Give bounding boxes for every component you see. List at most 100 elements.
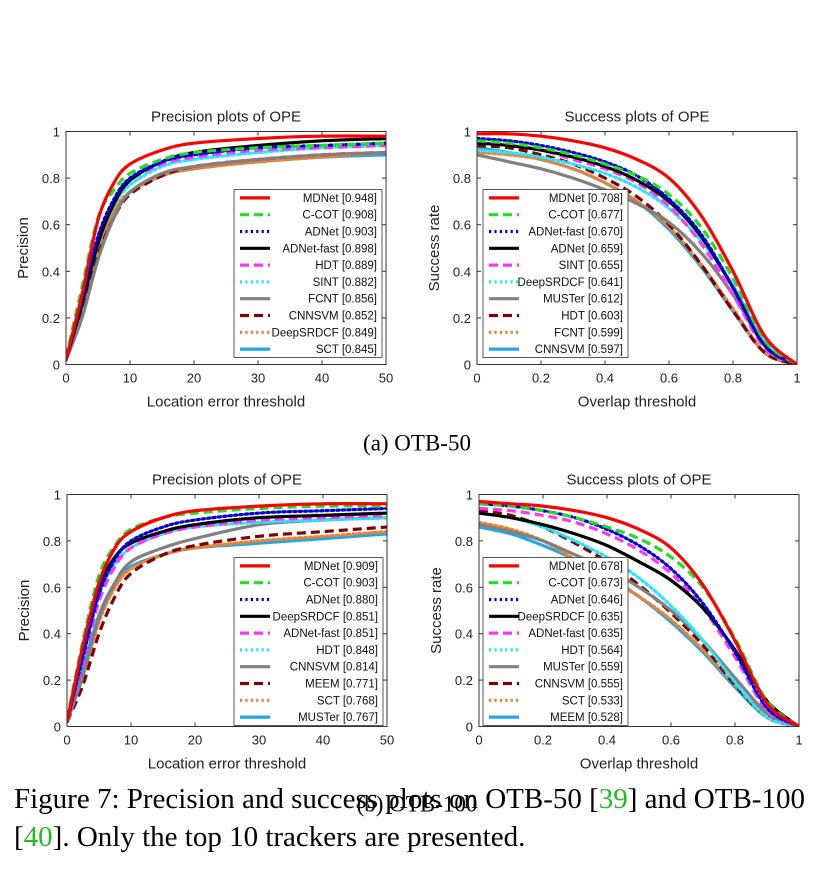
x-tick-label: 50 [379,371,393,386]
figure-caption: Figure 7: Precision and success plots on… [14,780,824,856]
legend-entry: ADNet [0.646] [551,595,623,607]
legend: MDNet [0.948] C-COT [0.908] ADNet [0.903] A… [233,189,383,358]
x-tick-label: 0.4 [598,733,616,748]
y-tick-label: 0 [464,358,471,373]
legend-entry: CNNSVM [0.852] [289,311,377,323]
y-tick-label: 0.6 [455,580,473,595]
caption-ref-39[interactable]: 39 [598,783,628,815]
y-tick-label: 0.2 [42,311,60,326]
x-tick-label: 0.2 [532,371,550,386]
subcaption-b: (b) OTB-100 [357,792,478,817]
legend-entry: MDNet [0.909] [304,561,378,573]
x-tick-label: 0.6 [662,733,680,748]
legend-entry: MEEM [0.771] [305,679,378,691]
legend-entry: MUSTer [0.767] [298,712,378,724]
x-tick-label: 0 [475,733,482,748]
legend-box [233,189,383,358]
y-axis-label: Success rate [428,567,445,654]
y-tick-label: 1 [464,125,471,140]
legend-entry: MDNet [0.678] [549,561,623,573]
caption-tail: ]. Only the top 10 trackers are presente… [52,821,526,853]
series-line-mdnet [479,499,799,727]
legend-entry: MDNet [0.948] [303,193,377,205]
y-tick-label: 0.4 [43,627,61,642]
legend-entry: SCT [0.845] [316,344,377,356]
y-tick-label: 0.8 [43,534,61,549]
x-tick-label: 0.6 [660,371,678,386]
x-tick-label: 0.4 [596,371,614,386]
y-tick-label: 0.2 [453,311,471,326]
y-axis-label: Precision [16,580,33,642]
axes-frame [65,131,387,365]
legend-box [233,557,384,726]
legend-entry: DeepSRDCF [0.641] [518,277,623,289]
series-line-adnet-fast [477,136,797,365]
x-axis-label: Location error threshold [147,394,305,411]
series-line-hdt [477,143,797,365]
x-tick-label: 50 [380,733,394,748]
legend-entry: C-COT [0.903] [303,578,378,590]
chart-title: Success plots of OPE [564,109,709,126]
caption-mid: ] and OTB-100 [ [14,783,805,853]
y-axis-label: Precision [15,217,32,279]
legend-entry: CNNSVM [0.814] [290,662,378,674]
x-axis-label: Location error threshold [148,756,306,773]
legend-entry: ADNet-fast [0.670] [528,227,623,239]
y-tick-label: 0.6 [453,218,471,233]
y-tick-label: 1 [466,488,473,503]
legend: MDNet [0.909] C-COT [0.903] ADNet [0.880] D… [233,557,384,726]
series-line-fcnt [477,150,797,365]
x-tick-label: 30 [252,733,266,748]
y-tick-label: 0.4 [455,627,473,642]
series-group [67,502,387,724]
legend-entry: MUSTer [0.612] [543,294,623,306]
x-tick-label: 10 [123,371,137,386]
success-plot-otb50: 0 0.2 0.4 0.6 0.8 1 0 0.2 0.4 0.6 0.8 1 Success plot… [426,109,801,411]
x-tick-label: 1 [795,733,802,748]
y-tick-label: 0.2 [455,673,473,688]
x-tick-label: 30 [251,371,265,386]
series-group [479,499,799,727]
legend-entry: ADNet-fast [0.898] [282,243,377,255]
x-tick-label: 0 [63,733,70,748]
x-tick-label: 0.8 [724,371,742,386]
axes-frame [66,494,388,727]
x-tick-label: 20 [188,733,202,748]
series-line-fcnt [66,150,386,361]
chart-title: Precision plots of OPE [151,109,301,126]
y-tick-label: 0.8 [455,534,473,549]
series-group [66,134,386,362]
x-tick-label: 1 [793,371,800,386]
legend-entry: CNNSVM [0.555] [535,679,623,691]
series-line-adnet [479,502,799,727]
success-plot-otb100: 0 0.2 0.4 0.6 0.8 1 0 0.2 0.4 0.6 0.8 1 Success plot… [428,472,803,773]
y-tick-label: 0 [466,720,473,735]
legend: MDNet [0.708] C-COT [0.677] ADNet-fast [0.… [482,189,629,358]
legend-entry: MDNet [0.708] [549,193,623,205]
legend-entry: HDT [0.848] [316,645,378,657]
precision-plot-otb50: 0 10 20 30 40 50 0 0.2 0.4 0.6 0.8 1 Precision plots… [15,109,393,411]
legend-entry: SINT [0.882] [313,277,377,289]
series-line-meem [67,525,387,723]
legend-entry: DeepSRDCF [0.849] [272,327,377,339]
series-line-adnet [67,506,387,724]
legend-entry: MUSTer [0.559] [543,662,623,674]
x-tick-label: 0 [473,371,480,386]
axes-frame [478,494,800,727]
axes-frame [476,131,798,365]
x-tick-label: 0.8 [726,733,744,748]
precision-plot-otb100: 0 10 20 30 40 50 0 0.2 0.4 0.6 0.8 1 Precision plots… [16,472,394,773]
caption-ref-40[interactable]: 40 [23,821,53,853]
legend-entry: SCT [0.533] [562,695,623,707]
legend-entry: DeepSRDCF [0.635] [518,611,623,623]
y-tick-label: 0.6 [43,580,61,595]
legend-entry: ADNet [0.880] [306,595,378,607]
chart-title: Precision plots of OPE [152,472,302,489]
y-tick-label: 0.4 [42,264,60,279]
legend-entry: SINT [0.655] [559,260,623,272]
y-tick-label: 0 [54,720,61,735]
y-tick-label: 0.2 [43,673,61,688]
legend-box [482,557,629,726]
series-line-mdnet [477,132,797,365]
x-tick-label: 0 [62,371,69,386]
